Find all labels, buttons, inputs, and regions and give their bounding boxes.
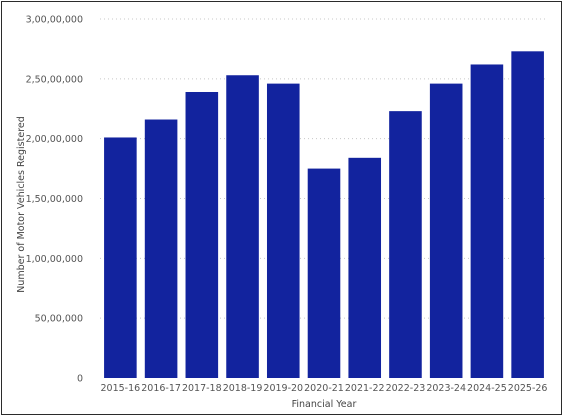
bar-2019-20[interactable] (266, 83, 300, 379)
y-axis-title: Number of Motor Vehicles Registered (16, 116, 27, 293)
bar-2017-18[interactable] (185, 91, 219, 378)
bar-2020-21[interactable] (307, 168, 341, 378)
x-tick-label: 2016-17 (141, 383, 181, 394)
x-tick-label: 2024-25 (467, 383, 507, 394)
bar-2021-22[interactable] (348, 157, 382, 378)
y-axis-ticks: 0 50,00,000 1,00,00,000 1,50,00,000 2,00,00,… (26, 15, 83, 385)
x-axis-title: Financial Year (292, 399, 357, 410)
x-axis-ticks: 2015-16 2016-17 2017-18 2018-19 2019-20 2020-… (101, 383, 548, 394)
y-tick-label: 50,00,000 (35, 314, 83, 325)
x-tick-label: 2018-19 (223, 383, 263, 394)
y-tick-label: 1,00,00,000 (26, 254, 83, 265)
y-tick-label: 2,50,00,000 (26, 74, 83, 85)
x-tick-label: 2023-24 (426, 383, 466, 394)
bar-2016-17[interactable] (144, 119, 178, 379)
y-tick-label: 0 (77, 374, 83, 385)
y-tick-label: 2,00,00,000 (26, 134, 83, 145)
x-tick-label: 2022-23 (386, 383, 426, 394)
y-tick-label: 1,50,00,000 (26, 194, 83, 205)
bar-2015-16[interactable] (104, 137, 137, 378)
x-tick-label: 2019-20 (263, 383, 303, 394)
bar-2022-23[interactable] (389, 111, 422, 378)
bar-2024-25[interactable] (470, 64, 504, 379)
bar-2025-26[interactable] (511, 51, 544, 379)
x-tick-label: 2015-16 (101, 383, 141, 394)
x-tick-label: 2020-21 (304, 383, 344, 394)
bar-2023-24[interactable] (429, 83, 463, 379)
bars (104, 51, 544, 379)
y-tick-label: 3,00,00,000 (26, 15, 83, 26)
x-tick-label: 2021-22 (345, 383, 385, 394)
bar-2018-19[interactable] (226, 75, 259, 378)
x-tick-label: 2017-18 (182, 383, 222, 394)
x-tick-label: 2025-26 (508, 383, 548, 394)
